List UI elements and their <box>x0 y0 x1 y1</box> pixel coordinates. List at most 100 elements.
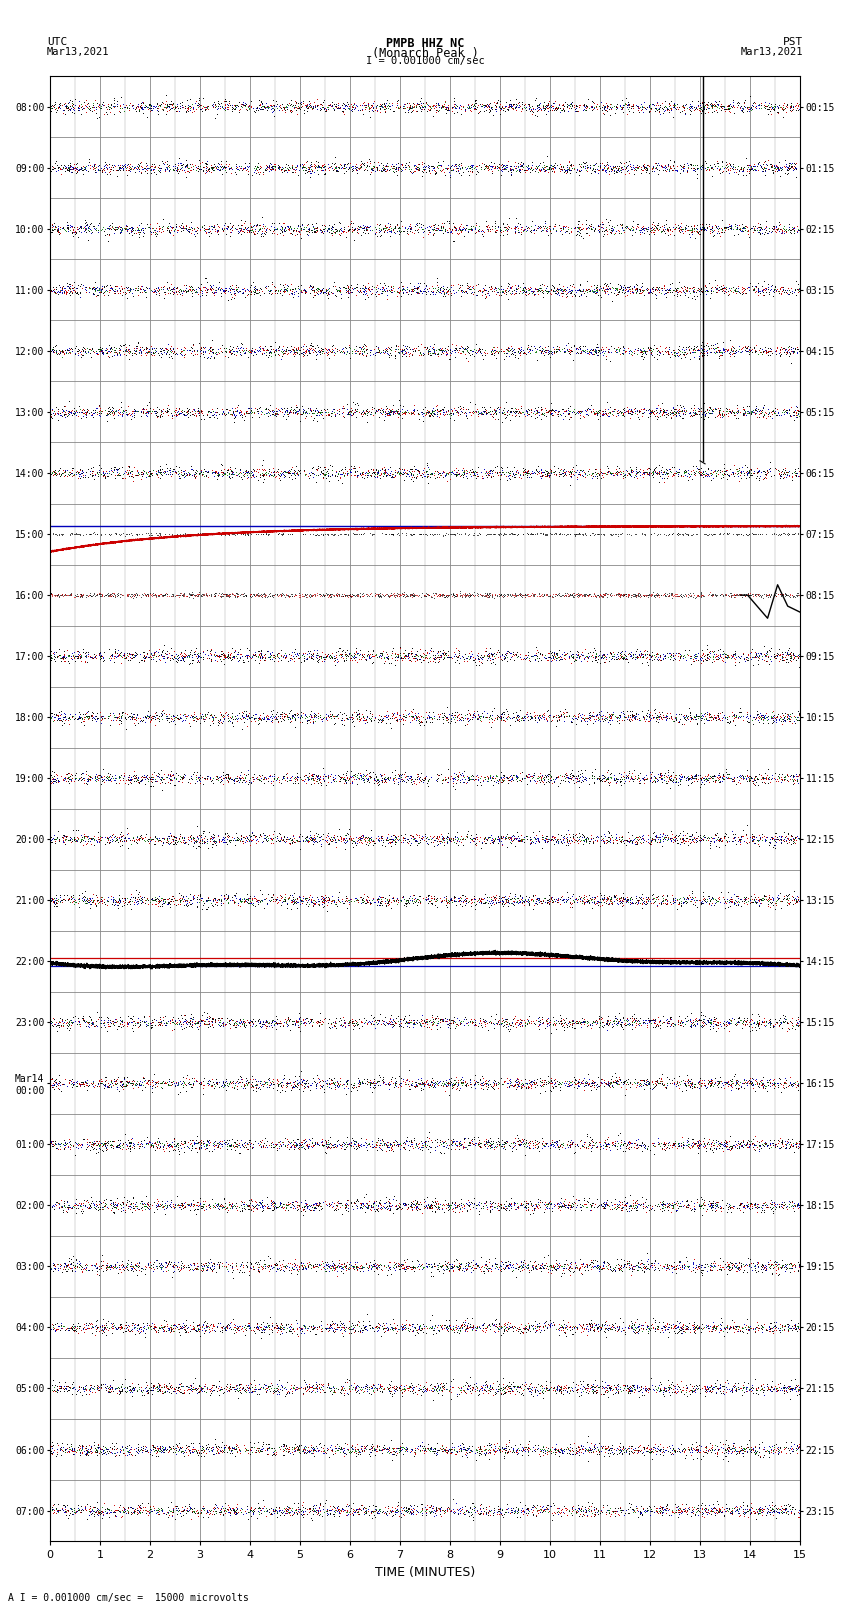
Point <box>548 1500 562 1526</box>
Point <box>609 703 623 729</box>
Point <box>281 460 295 486</box>
Point <box>753 1132 767 1158</box>
Point <box>212 1008 225 1034</box>
Point <box>445 1316 458 1342</box>
Point <box>315 886 329 911</box>
Point <box>654 705 667 731</box>
Point <box>624 340 638 366</box>
Point <box>182 581 196 606</box>
Point <box>437 1374 451 1400</box>
Point <box>340 339 354 365</box>
Point <box>86 337 99 363</box>
Point <box>412 1252 426 1277</box>
Point <box>102 1013 116 1039</box>
Point <box>559 1495 573 1521</box>
Point <box>318 397 332 423</box>
Point <box>134 1131 148 1157</box>
Point <box>510 1065 524 1090</box>
Point <box>536 1497 550 1523</box>
Point <box>91 282 105 308</box>
Point <box>723 1195 737 1221</box>
Point <box>593 1069 607 1095</box>
Point <box>374 761 388 787</box>
Point <box>781 1318 795 1344</box>
Point <box>791 397 805 423</box>
Point <box>452 1131 466 1157</box>
Point <box>695 90 709 116</box>
Point <box>792 1011 806 1037</box>
Point <box>678 1437 692 1463</box>
Point <box>364 644 377 669</box>
Point <box>289 453 303 479</box>
Point <box>453 155 467 181</box>
Point <box>516 337 530 363</box>
Point <box>510 886 524 911</box>
Point <box>116 761 130 787</box>
Point <box>703 1190 717 1216</box>
Point <box>398 460 411 486</box>
Point <box>638 766 652 792</box>
Point <box>715 829 728 855</box>
Point <box>740 461 753 487</box>
Point <box>100 1498 114 1524</box>
Point <box>604 521 618 547</box>
Point <box>607 155 620 181</box>
Point <box>713 1374 727 1400</box>
Point <box>58 766 71 792</box>
Point <box>48 155 62 181</box>
Point <box>373 1063 387 1089</box>
Point <box>672 215 686 240</box>
Point <box>751 1250 765 1276</box>
Point <box>705 582 718 608</box>
Point <box>451 402 465 427</box>
Point <box>576 277 590 303</box>
Point <box>621 584 635 610</box>
Point <box>586 521 599 547</box>
Point <box>564 152 578 177</box>
Point <box>274 461 287 487</box>
Point <box>348 1071 361 1097</box>
Point <box>266 1495 280 1521</box>
Point <box>99 1073 112 1098</box>
Point <box>573 336 586 361</box>
Point <box>541 460 555 486</box>
Point <box>116 1190 129 1216</box>
Point <box>410 1373 423 1398</box>
Point <box>373 1252 387 1277</box>
Point <box>530 403 543 429</box>
Point <box>652 703 666 729</box>
Point <box>337 1436 351 1461</box>
Point <box>260 1437 274 1463</box>
Point <box>513 153 526 179</box>
Point <box>145 1015 159 1040</box>
Point <box>267 1190 280 1216</box>
Point <box>112 769 126 795</box>
Point <box>66 644 80 669</box>
Point <box>232 1194 246 1219</box>
Point <box>518 642 532 668</box>
Point <box>303 273 316 298</box>
Point <box>703 1071 717 1097</box>
Point <box>100 215 114 240</box>
Point <box>632 705 646 731</box>
Point <box>415 1502 428 1528</box>
Point <box>679 1378 693 1403</box>
Point <box>231 1066 245 1092</box>
Point <box>326 1374 340 1400</box>
Point <box>492 766 506 792</box>
Point <box>257 1255 270 1281</box>
Point <box>748 1500 762 1526</box>
Point <box>144 1073 157 1098</box>
Point <box>620 826 633 852</box>
Point <box>68 1129 82 1155</box>
Point <box>197 211 211 237</box>
Point <box>579 523 592 548</box>
Point <box>601 758 615 784</box>
Point <box>590 648 604 674</box>
Point <box>656 890 670 916</box>
Point <box>139 703 152 729</box>
Point <box>570 340 583 366</box>
Point <box>161 1498 174 1524</box>
Point <box>397 768 411 794</box>
Point <box>463 1066 477 1092</box>
